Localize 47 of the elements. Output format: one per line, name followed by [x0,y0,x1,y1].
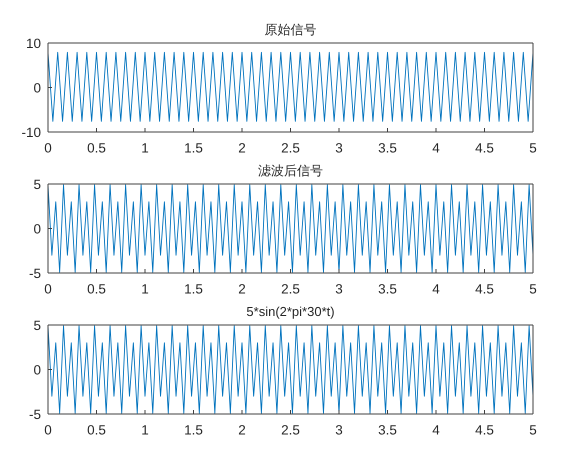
x-tick-label: 4.5 [475,282,494,297]
x-tick-label: 0 [44,282,52,297]
x-tick-label: 3 [335,282,343,297]
x-tick-label: 1.5 [184,422,203,438]
x-tick-label: 5 [529,140,537,156]
x-tick-label: 3.5 [378,140,397,156]
y-tick-label: 5 [33,176,41,192]
x-tick-label: 1.5 [184,282,203,297]
x-tick-label: 2 [238,282,246,297]
x-tick-label: 4.5 [475,422,494,438]
line-series [48,325,533,414]
x-tick-label: 3.5 [378,422,397,438]
chart-title: 原始信号 [264,22,318,38]
x-tick-label: 2 [238,422,246,438]
chart-title: 滤波后信号 [257,163,324,179]
x-tick-label: 5 [529,282,537,297]
line-series [48,184,533,273]
x-tick-label: 5 [529,422,537,438]
y-tick-label: 0 [33,80,41,96]
y-tick-label: -10 [21,124,41,140]
x-tick-label: 1 [141,422,149,438]
y-tick-label: 0 [33,362,41,378]
x-tick-label: 0.5 [87,282,106,297]
x-tick-label: 0.5 [87,422,106,438]
x-tick-label: 4 [432,140,440,156]
x-tick-label: 3 [335,422,343,438]
x-tick-label: 0 [44,422,52,438]
y-tick-label: -5 [28,266,41,281]
x-tick-label: 0 [44,140,52,156]
x-tick-label: 0.5 [87,140,106,156]
x-tick-label: 4.5 [475,140,494,156]
x-tick-label: 2.5 [281,282,300,297]
y-tick-label: 0 [33,221,41,236]
x-tick-label: 3.5 [378,282,397,297]
y-tick-label: 5 [33,318,41,333]
x-tick-label: 1 [141,282,149,297]
x-tick-label: 4 [432,422,440,438]
x-tick-label: 2 [238,140,246,156]
y-tick-label: 10 [26,36,41,51]
x-tick-label: 2.5 [281,140,300,156]
x-tick-label: 3 [335,140,343,156]
x-tick-label: 1.5 [184,140,203,156]
y-tick-label: -5 [28,406,41,422]
x-tick-label: 2.5 [281,422,300,438]
x-tick-label: 1 [141,140,149,156]
chart-title: 5*sin(2*pi*30*t) [245,304,336,320]
x-tick-label: 4 [432,282,440,297]
